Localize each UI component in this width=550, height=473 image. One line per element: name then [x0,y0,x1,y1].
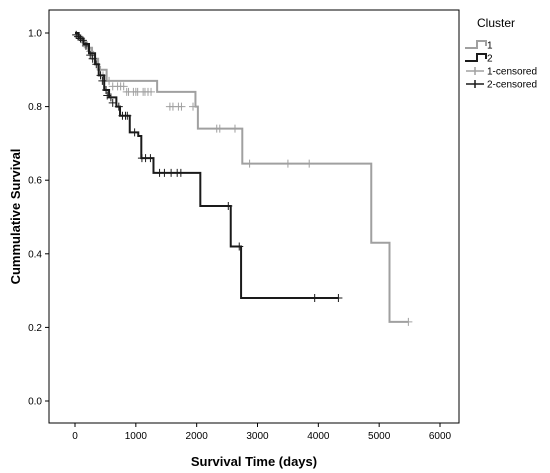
series-layer [72,30,413,326]
censor-mark-cluster-2 [106,93,115,102]
censor-mark-cluster-2 [98,76,107,85]
axes: 0 1000 2000 3000 4000 5000 6000 0.0 0.2 0.4 0.6 0.8… [8,29,452,470]
censor-mark-cluster-2 [108,98,117,107]
x-tick-label: 5000 [368,431,391,442]
x-tick-label: 0 [72,431,78,442]
plot-area-border [48,9,460,424]
censor-mark-cluster-1 [177,102,186,111]
censor-mark-cluster-2 [81,41,90,50]
series-2 [72,30,343,302]
legend-label: 1 [487,41,493,52]
censor-mark-cluster-2 [96,71,105,80]
censor-mark-cluster-1 [283,159,292,168]
legend-swatch-censor [466,80,484,88]
censor-mark-cluster-2 [78,36,87,45]
censor-mark-cluster-2 [334,293,343,302]
censor-mark-cluster-1 [147,87,156,96]
legend-entry: 1-censored [466,67,537,78]
legend-swatch-line [465,53,487,62]
legend-entry: 1 [465,40,493,52]
censor-mark-cluster-2 [235,242,244,251]
censor-mark-cluster-2 [72,30,81,39]
x-axis-title: Survival Time (days) [191,454,317,469]
censor-mark-cluster-2 [92,60,101,69]
legend-swatch-line [465,40,487,49]
censor-mark-cluster-1 [305,159,314,168]
censor-mark-cluster-2 [103,91,112,100]
censor-mark-cluster-2 [224,201,233,210]
censor-mark-cluster-2 [123,111,132,120]
legend-label: 1-censored [487,67,537,78]
censor-mark-cluster-2 [130,128,139,137]
censor-mark-cluster-2 [160,168,169,177]
legend-label: 2 [487,54,493,65]
censor-mark-cluster-1 [245,159,254,168]
censor-mark-cluster-1 [215,124,224,133]
censor-mark-cluster-1 [230,124,239,133]
legend-entry: 2-censored [466,80,537,91]
y-tick-label: 0.4 [28,249,42,260]
x-tick-label: 2000 [186,431,209,442]
x-tick-label: 3000 [246,431,269,442]
censor-mark-cluster-2 [102,86,111,95]
censor-mark-cluster-2 [310,293,319,302]
x-tick-label: 6000 [429,431,452,442]
censor-mark-cluster-2 [88,54,97,63]
y-tick-label: 0.8 [28,102,42,113]
legend-label: 2-censored [487,80,537,91]
censor-mark-cluster-1 [105,76,114,85]
censor-mark-cluster-1 [404,317,413,326]
censor-mark-cluster-2 [146,154,155,163]
censor-mark-cluster-2 [114,102,123,111]
y-tick-label: 0.6 [28,176,42,187]
legend-title: Cluster [477,16,515,30]
legend-swatch-censor [466,67,484,75]
plot-frame [48,9,460,424]
y-tick-label: 0.0 [28,397,42,408]
y-tick-label: 1.0 [28,29,42,40]
x-tick-label: 4000 [307,431,330,442]
censor-mark-cluster-2 [176,168,185,177]
legend: Cluster 1 2 1-censored 2-censored [465,16,537,91]
legend-entry: 2 [465,53,493,65]
censor-mark-cluster-1 [189,102,198,111]
censor-mark-cluster-1 [119,82,128,91]
y-axis-title: Cummulative Survival [8,149,23,285]
x-tick-label: 1000 [125,431,148,442]
y-tick-label: 0.2 [28,323,42,334]
